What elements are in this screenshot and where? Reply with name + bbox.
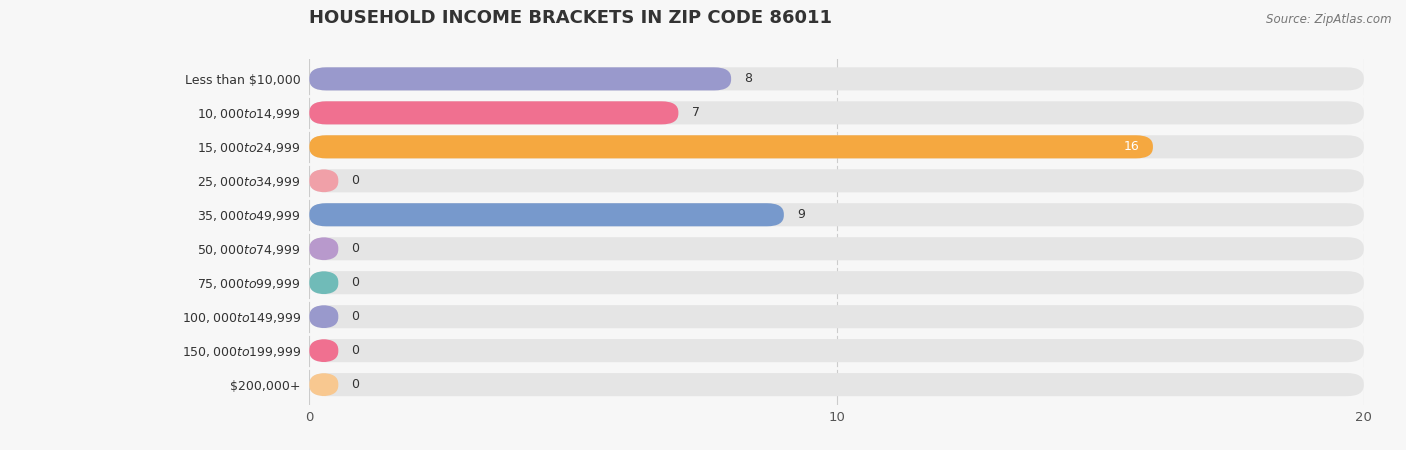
FancyBboxPatch shape [309,135,1153,158]
FancyBboxPatch shape [309,237,1364,260]
Text: 8: 8 [744,72,752,86]
Text: 16: 16 [1123,140,1140,153]
FancyBboxPatch shape [309,271,339,294]
FancyBboxPatch shape [309,305,1364,328]
FancyBboxPatch shape [309,271,1364,294]
Text: Source: ZipAtlas.com: Source: ZipAtlas.com [1267,14,1392,27]
FancyBboxPatch shape [309,203,785,226]
Text: 0: 0 [352,242,360,255]
FancyBboxPatch shape [309,203,1364,226]
FancyBboxPatch shape [309,373,1364,396]
FancyBboxPatch shape [309,68,1364,90]
FancyBboxPatch shape [309,237,339,260]
Text: HOUSEHOLD INCOME BRACKETS IN ZIP CODE 86011: HOUSEHOLD INCOME BRACKETS IN ZIP CODE 86… [309,9,832,27]
Text: 0: 0 [352,378,360,391]
Text: 0: 0 [352,174,360,187]
Text: 0: 0 [352,310,360,323]
FancyBboxPatch shape [309,305,339,328]
Text: 0: 0 [352,276,360,289]
FancyBboxPatch shape [309,169,339,192]
FancyBboxPatch shape [309,135,1364,158]
FancyBboxPatch shape [309,339,1364,362]
FancyBboxPatch shape [309,339,339,362]
Text: 7: 7 [692,106,700,119]
FancyBboxPatch shape [309,101,1364,124]
FancyBboxPatch shape [309,169,1364,192]
Text: 9: 9 [797,208,804,221]
FancyBboxPatch shape [309,373,339,396]
FancyBboxPatch shape [309,68,731,90]
FancyBboxPatch shape [309,101,678,124]
Text: 0: 0 [352,344,360,357]
